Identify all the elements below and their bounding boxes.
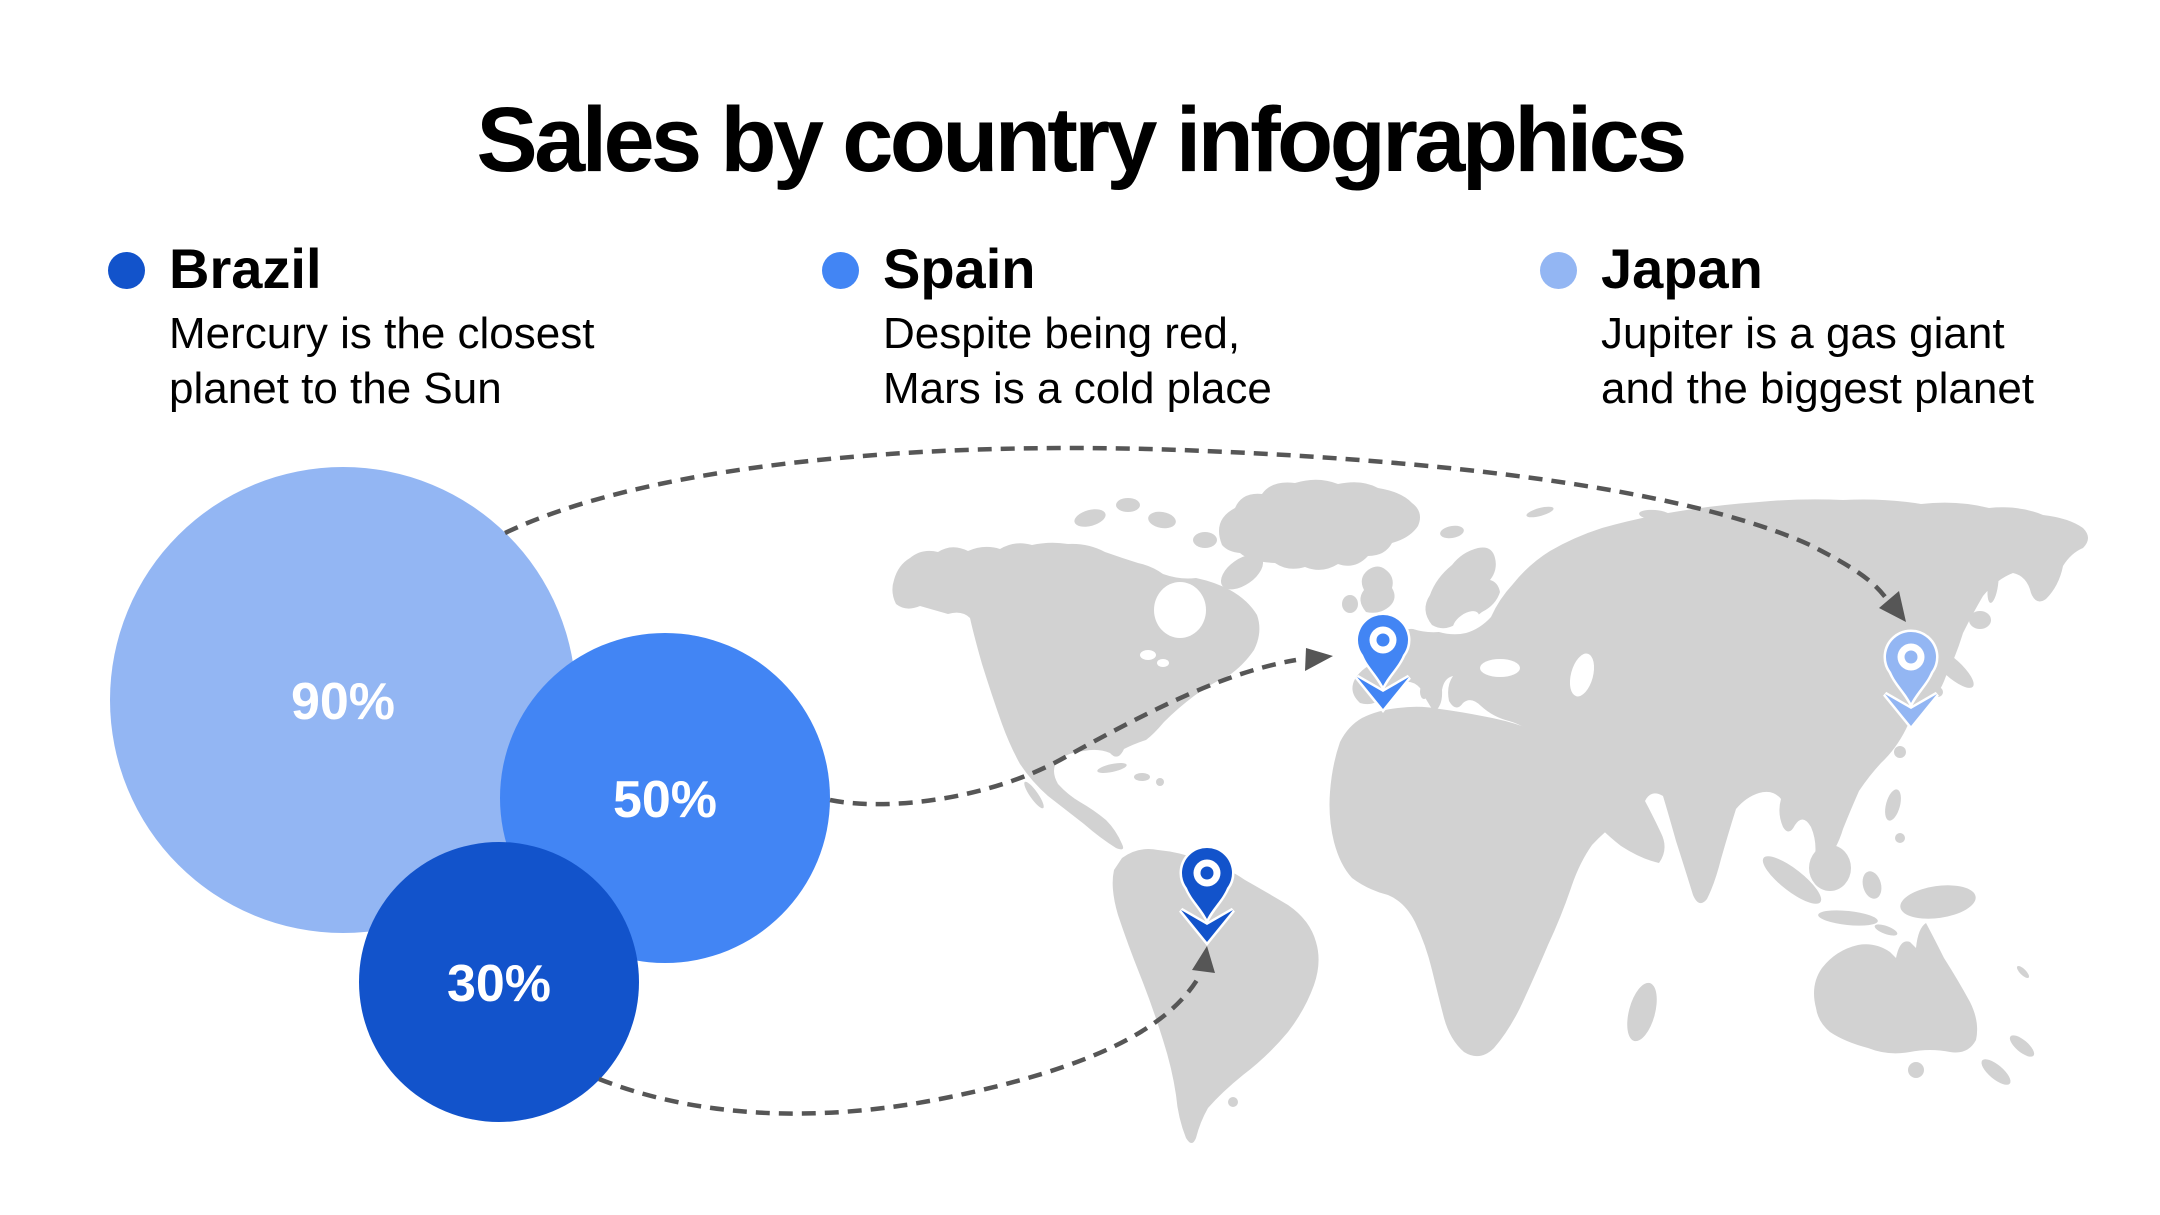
island: [1134, 773, 1150, 781]
legend-name-japan: Japan: [1601, 237, 1763, 300]
island: [1228, 1097, 1238, 1107]
arrowhead-brazil-icon: [1192, 946, 1215, 973]
connector-japan: [504, 445, 1888, 600]
continent-africa: [1329, 706, 1625, 1057]
legend-item-brazil: Brazil Mercury is the closest planet to …: [108, 238, 594, 416]
island: [1874, 924, 1898, 936]
greenland: [1218, 479, 1420, 570]
ireland: [1342, 595, 1358, 613]
island: [1762, 856, 1822, 904]
island: [2009, 1035, 2035, 1057]
pin-chevron-icon: [1179, 907, 1235, 946]
bubble-label-brazil: 30%: [447, 955, 551, 1013]
island: [1969, 611, 1991, 629]
island: [1862, 871, 1882, 899]
island: [1981, 1059, 2011, 1085]
island: [1420, 685, 1428, 699]
baltic-sea: [1452, 611, 1480, 633]
continent-south-america: [1112, 849, 1319, 1143]
pin-chevron-icon: [1355, 674, 1411, 713]
continent-australia: [1814, 923, 1978, 1054]
tasmania: [1908, 1062, 1924, 1078]
connector-brazil: [598, 978, 1199, 1116]
continent-eurasia: [1352, 499, 2088, 904]
spain-bullet-icon: [822, 252, 859, 289]
island: [1074, 509, 1106, 527]
bubble-brazil-30: [359, 842, 639, 1122]
legend-text-japan: Japan Jupiter is a gas giant and the big…: [1601, 238, 2034, 416]
island: [1900, 885, 1976, 919]
legend-item-japan: Japan Jupiter is a gas giant and the big…: [1540, 238, 2034, 416]
continent-north-america: [892, 542, 1260, 850]
bubble-chart: 90% 50% 30%: [110, 467, 830, 1122]
legend-name-brazil: Brazil: [169, 237, 322, 300]
islands-caribbean: [1097, 762, 1164, 786]
island: [1930, 648, 1974, 688]
island: [1818, 910, 1878, 926]
island: [1148, 511, 1176, 529]
legend-item-spain: Spain Despite being red, Mars is a cold …: [822, 238, 1272, 416]
island: [1024, 781, 1044, 809]
pin-dot-icon: [1376, 633, 1390, 647]
legend-text-spain: Spain Despite being red, Mars is a cold …: [883, 238, 1272, 416]
madagascar: [1627, 982, 1657, 1042]
arrowhead-spain-icon: [1305, 648, 1333, 671]
island: [1894, 746, 1906, 758]
legend-description-japan: Jupiter is a gas giant and the biggest p…: [1601, 309, 2035, 413]
page-title: Sales by country infographics: [476, 89, 1687, 191]
island: [1809, 845, 1851, 891]
bubble-label-japan: 90%: [291, 673, 395, 731]
island: [1987, 567, 1999, 603]
iceland: [1440, 525, 1464, 539]
island: [1885, 789, 1901, 821]
island: [1895, 833, 1905, 843]
island: [1526, 506, 1554, 518]
legend-description-spain: Despite being red, Mars is a cold place: [883, 309, 1272, 413]
great-lake: [1140, 650, 1156, 660]
caspian-sea: [1569, 653, 1595, 697]
bubble-label-spain: 50%: [613, 771, 717, 829]
islands-arctic: [1074, 498, 1264, 590]
japan-bullet-icon: [1540, 252, 1577, 289]
islands-southeast-asia: [1762, 789, 1976, 936]
map-pin-japan: [1883, 629, 1939, 730]
map-pin-brazil: [1179, 845, 1235, 946]
island: [1156, 778, 1164, 786]
bubble-japan-90: [110, 467, 576, 933]
connectors: [504, 445, 1906, 1116]
island: [2016, 965, 2030, 979]
island: [1116, 498, 1140, 512]
legend-name-spain: Spain: [883, 237, 1036, 300]
great-lake: [1157, 659, 1169, 667]
island: [1220, 554, 1264, 590]
hudson-bay: [1154, 582, 1206, 638]
pin-dot-icon: [1200, 866, 1214, 880]
map-pin-spain: [1355, 612, 1411, 713]
connector-spain: [829, 657, 1297, 807]
scandinavia: [1425, 547, 1500, 629]
island: [1097, 762, 1127, 774]
legend-description-brazil: Mercury is the closest planet to the Sun: [169, 309, 595, 413]
black-sea: [1480, 659, 1520, 677]
island: [1193, 532, 1217, 548]
legend-text-brazil: Brazil Mercury is the closest planet to …: [169, 238, 594, 416]
arrowhead-japan-icon: [1879, 591, 1906, 622]
brazil-bullet-icon: [108, 252, 145, 289]
great-britain: [1360, 566, 1395, 613]
pin-chevron-icon: [1883, 691, 1939, 730]
pin-dot-icon: [1904, 650, 1918, 664]
world-map: [892, 479, 2088, 1143]
